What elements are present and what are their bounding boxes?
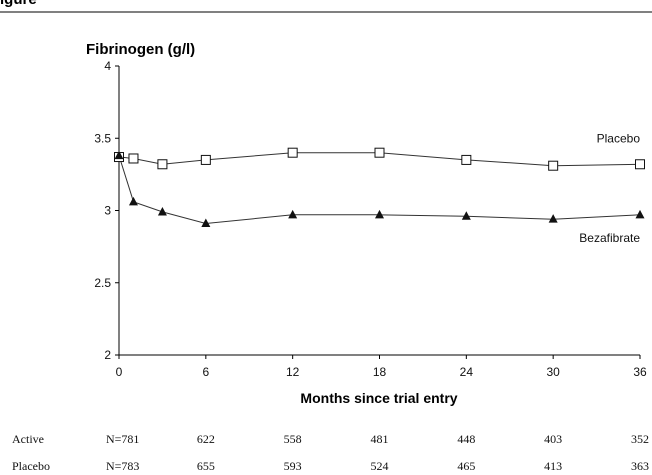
marker-placebo-8 bbox=[635, 159, 645, 170]
n-table-cell-active-4: 448 bbox=[457, 432, 475, 446]
figure-label: igure bbox=[0, 0, 37, 8]
n-table-cell-placebo-4: 465 bbox=[457, 459, 475, 473]
marker-bezafibrate-5 bbox=[375, 209, 384, 219]
n-table-cell-placebo-3: 524 bbox=[371, 459, 389, 473]
y-tick-label-2: 3 bbox=[104, 204, 111, 218]
x-tick-label-1: 6 bbox=[202, 365, 209, 379]
n-table-cell-active-3: 481 bbox=[371, 432, 389, 446]
n-table-cell-placebo-2: 593 bbox=[284, 459, 302, 473]
series-markers bbox=[114, 147, 645, 228]
marker-bezafibrate-6 bbox=[461, 211, 471, 220]
n-table-cell-active-6: 352 bbox=[631, 432, 649, 446]
y-tick-label-1: 2.5 bbox=[94, 276, 111, 290]
marker-bezafibrate-7 bbox=[548, 214, 558, 223]
marker-bezafibrate-8 bbox=[635, 209, 645, 219]
n-table-group-placebo: Placebo bbox=[12, 459, 50, 473]
n-table-cell-active-2: 558 bbox=[284, 432, 302, 446]
marker-bezafibrate-4 bbox=[288, 209, 298, 219]
marker-placebo-5 bbox=[374, 147, 385, 158]
n-table-group-active: Active bbox=[12, 432, 44, 446]
x-tick-label-0: 0 bbox=[116, 365, 123, 379]
x-tick-label-4: 24 bbox=[460, 365, 474, 379]
y-tick-label-0: 2 bbox=[104, 348, 111, 362]
n-table-cell-active-1: 622 bbox=[197, 432, 215, 446]
n-table-cell-placebo-1: 655 bbox=[197, 459, 215, 473]
x-tick-label-2: 12 bbox=[286, 365, 300, 379]
n-table-cell-placebo-5: 413 bbox=[544, 459, 562, 473]
series-labels: Placebo Bezafibrate bbox=[579, 131, 640, 245]
marker-placebo-1 bbox=[128, 153, 139, 164]
marker-placebo-6 bbox=[461, 154, 472, 165]
y-axis-label: Fibrinogen (g/l) bbox=[86, 41, 195, 58]
y-tick-label-4: 4 bbox=[104, 59, 111, 73]
y-tick-label-3: 3.5 bbox=[94, 131, 111, 145]
marker-bezafibrate-2 bbox=[157, 206, 167, 216]
series-label-placebo: Placebo bbox=[597, 131, 641, 145]
n-table-cell-placebo-0: N=783 bbox=[106, 459, 139, 473]
n-table-cell-active-0: N=781 bbox=[106, 432, 139, 446]
x-axis-label: Months since trial entry bbox=[300, 390, 457, 406]
marker-placebo-2 bbox=[157, 159, 168, 170]
marker-bezafibrate-3 bbox=[201, 218, 211, 228]
series-label-bezafibrate: Bezafibrate bbox=[579, 231, 640, 245]
n-table-cell-placebo-6: 363 bbox=[631, 459, 649, 473]
x-tick-label-3: 18 bbox=[373, 365, 387, 379]
marker-bezafibrate-1 bbox=[128, 196, 138, 206]
n-table: Active N=781 622 558 481 448 403 352 Placebo N=78… bbox=[12, 432, 649, 473]
x-tick-label-6: 36 bbox=[633, 365, 647, 379]
axes: 2 2.5 3 3.5 4 0 6 12 18 24 30 36 bbox=[94, 59, 647, 379]
marker-placebo-3 bbox=[200, 154, 211, 165]
x-tick-label-5: 30 bbox=[546, 365, 560, 379]
marker-placebo-7 bbox=[548, 160, 559, 171]
marker-placebo-4 bbox=[287, 147, 298, 158]
marker-bezafibrate-0 bbox=[114, 150, 124, 160]
n-table-cell-active-5: 403 bbox=[544, 432, 562, 446]
